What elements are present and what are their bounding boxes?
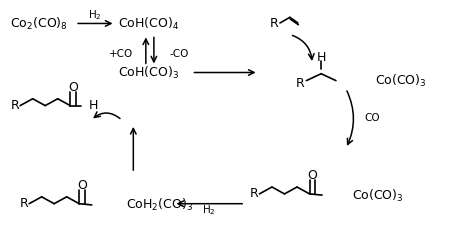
Text: CO: CO bbox=[365, 113, 380, 123]
Text: CoH(CO)$_4$: CoH(CO)$_4$ bbox=[117, 15, 179, 31]
Text: +CO: +CO bbox=[109, 49, 133, 59]
Text: H$_2$: H$_2$ bbox=[89, 8, 102, 22]
Text: CoH(CO)$_3$: CoH(CO)$_3$ bbox=[117, 64, 179, 81]
Text: Co(CO)$_3$: Co(CO)$_3$ bbox=[375, 73, 427, 89]
Text: R: R bbox=[19, 197, 28, 210]
Text: O: O bbox=[68, 81, 78, 94]
Text: O: O bbox=[77, 179, 87, 192]
Text: Co$_2$(CO)$_8$: Co$_2$(CO)$_8$ bbox=[10, 15, 68, 31]
Text: H: H bbox=[316, 51, 326, 64]
Text: H: H bbox=[89, 99, 98, 112]
Text: R: R bbox=[250, 187, 258, 200]
Text: R: R bbox=[10, 99, 19, 112]
Text: CoH$_2$(CO)$_3$: CoH$_2$(CO)$_3$ bbox=[126, 197, 194, 213]
Text: H$_2$: H$_2$ bbox=[202, 203, 216, 217]
Text: R: R bbox=[270, 17, 279, 30]
Text: -CO: -CO bbox=[169, 49, 189, 59]
Text: O: O bbox=[307, 169, 317, 182]
Text: Co(CO)$_3$: Co(CO)$_3$ bbox=[352, 188, 404, 204]
Text: R: R bbox=[295, 77, 304, 90]
